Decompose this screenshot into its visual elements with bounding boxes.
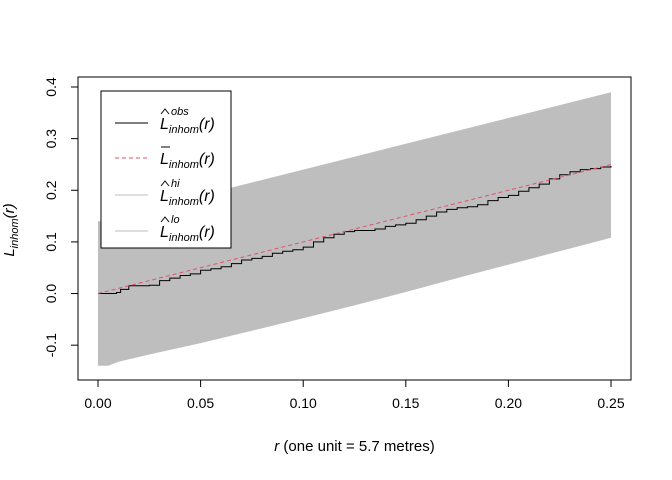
x-tick-label: 0.25 — [597, 395, 624, 411]
legend-label-sup: hi — [171, 178, 180, 190]
y-axis-label-main: L — [1, 248, 18, 256]
x-axis-label-var: r — [274, 438, 280, 455]
legend-label-main: L — [160, 188, 169, 205]
legend-label: Linhom(r) — [160, 188, 215, 208]
x-tick-label: 0.10 — [290, 395, 317, 411]
legend-label-sup: lo — [171, 214, 180, 226]
x-tick-label: 0.15 — [392, 395, 419, 411]
legend-label-sup: obs — [171, 106, 189, 118]
legend-label-sub: inhom — [169, 159, 199, 171]
y-tick-label: 0.4 — [43, 77, 59, 97]
x-tick-label: 0.05 — [187, 395, 214, 411]
legend-label-sub: inhom — [169, 196, 199, 208]
hat-accent-icon — [160, 180, 170, 187]
legend-label-main: L — [160, 224, 169, 241]
x-tick-label: 0.20 — [495, 395, 522, 411]
legend-label-arg: (r) — [199, 224, 215, 241]
legend-box — [100, 90, 232, 249]
legend: Linhom(r)obsLinhom(r)Linhom(r)hiLinhom(r… — [100, 90, 232, 249]
legend-label-arg: (r) — [199, 116, 215, 133]
y-axis-label: Linhom(r) — [1, 203, 21, 256]
legend-label-sub: inhom — [169, 232, 199, 244]
hat-accent-icon — [160, 108, 170, 115]
legend-label-arg: (r) — [199, 188, 215, 205]
y-tick-label: -0.1 — [43, 333, 59, 357]
x-axis-label: r (one unit = 5.7 metres) — [274, 438, 435, 455]
y-axis: -0.1 0.0 0.1 0.2 0.3 0.4 — [43, 77, 79, 357]
envelope-band — [98, 92, 611, 366]
legend-label-main: L — [160, 151, 169, 168]
legend-label-main: L — [160, 116, 169, 133]
y-axis-label-arg: (r) — [1, 203, 18, 218]
x-axis: 0.00 0.05 0.10 0.15 0.20 0.25 — [84, 379, 625, 411]
hat-accent-icon — [160, 216, 170, 223]
y-tick-label: 0.0 — [43, 284, 59, 304]
legend-label: Linhom(r) — [160, 116, 215, 136]
y-tick-label: 0.2 — [43, 180, 59, 200]
y-axis-label-sub: inhom — [9, 218, 21, 248]
y-tick-label: 0.3 — [43, 129, 59, 149]
x-tick-label: 0.00 — [84, 395, 111, 411]
legend-label: Linhom(r) — [160, 151, 215, 171]
envelope-layer — [98, 92, 611, 366]
x-axis-label-rest: (one unit = 5.7 metres) — [279, 438, 435, 455]
legend-label: Linhom(r) — [160, 224, 215, 244]
series-layer — [97, 164, 612, 294]
legend-label-sub: inhom — [169, 124, 199, 136]
y-tick-label: 0.1 — [43, 232, 59, 252]
series-line-obs — [98, 166, 612, 294]
legend-label-arg: (r) — [199, 151, 215, 168]
